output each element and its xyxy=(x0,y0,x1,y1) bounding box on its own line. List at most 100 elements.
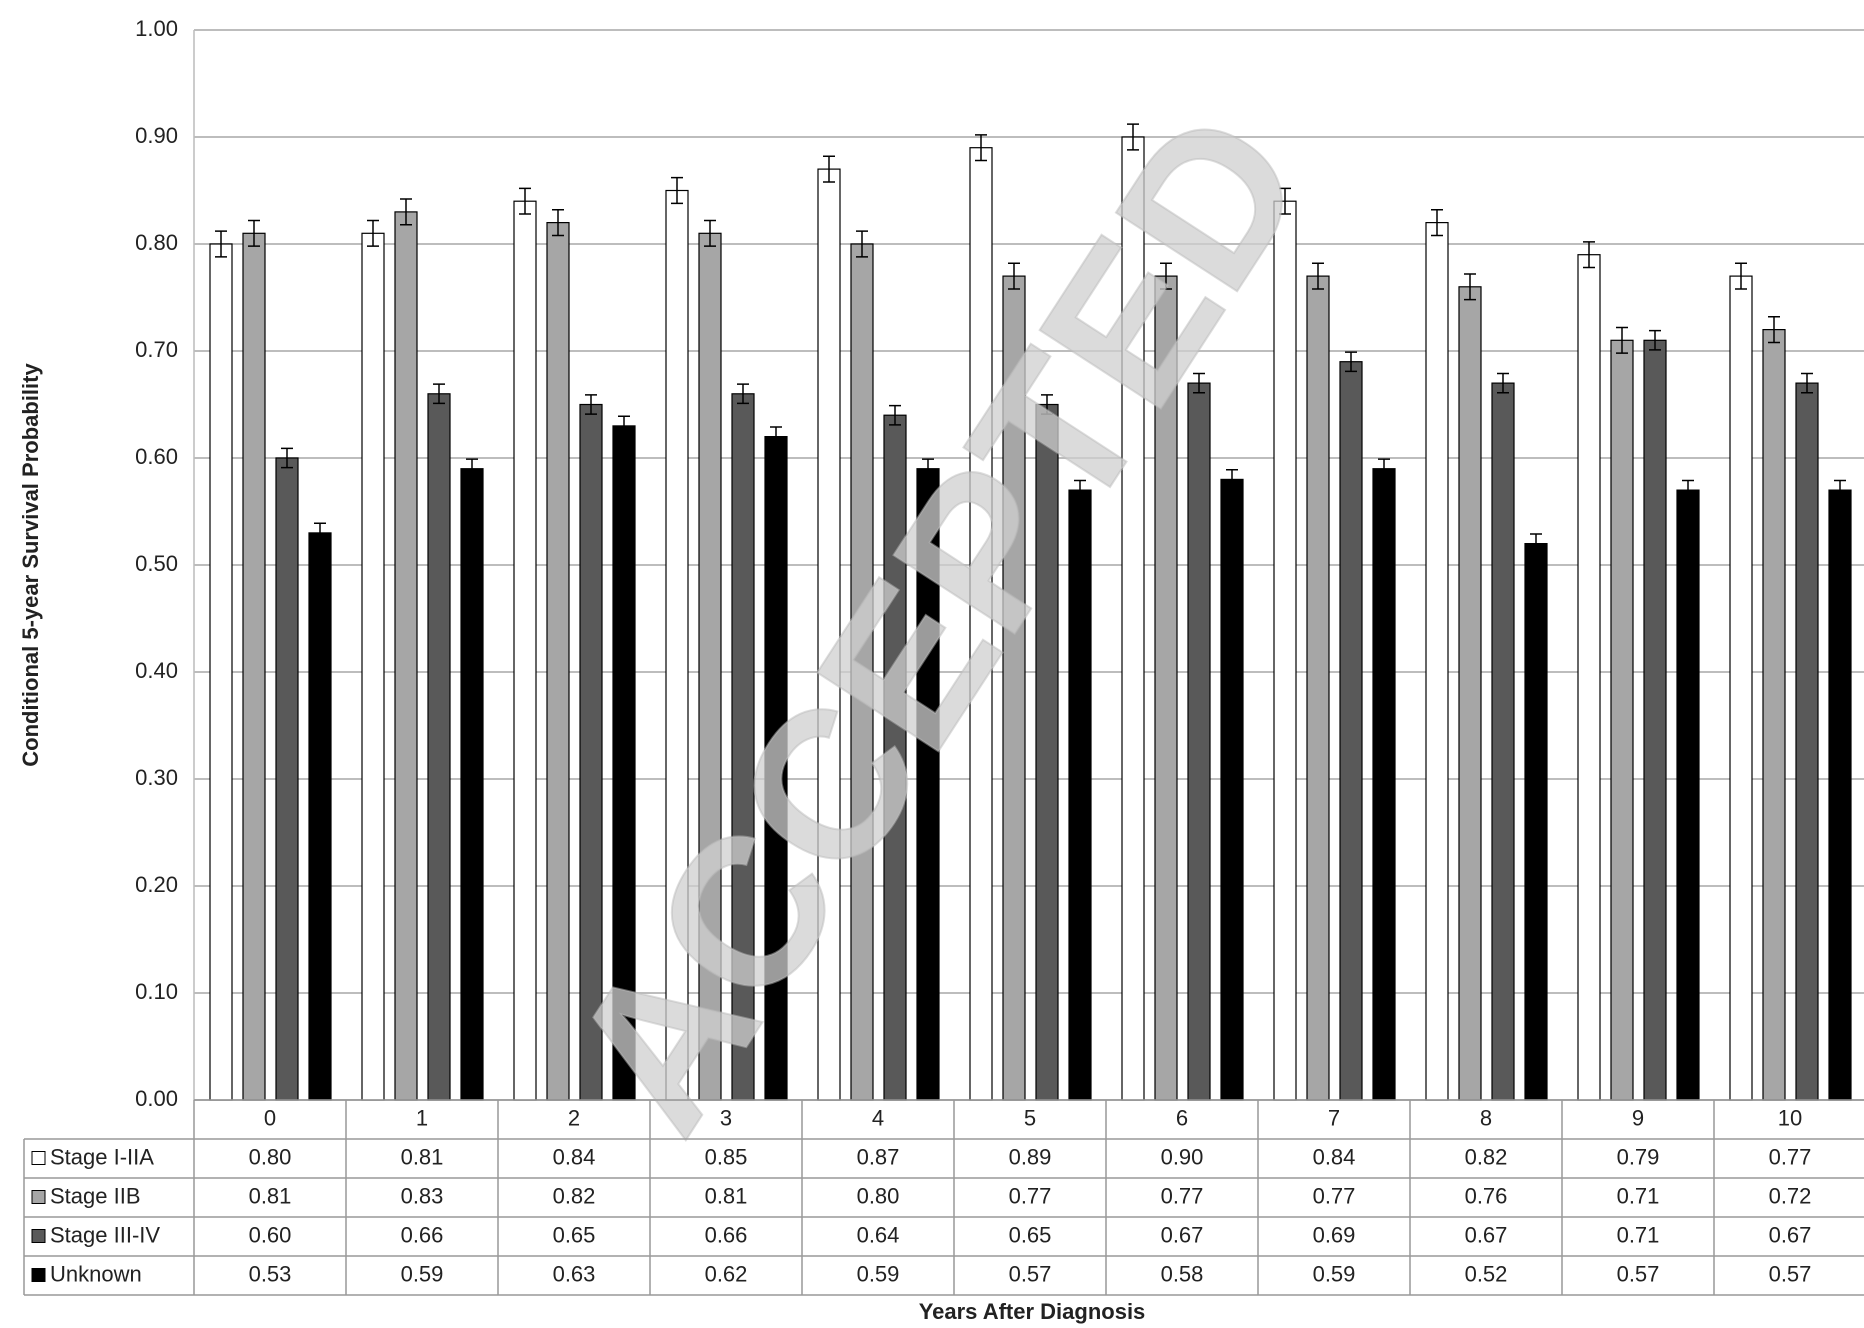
error-bar xyxy=(1041,394,1053,415)
error-bar xyxy=(1530,533,1542,554)
table-value: 0.84 xyxy=(553,1144,596,1169)
table-value: 0.82 xyxy=(1465,1144,1508,1169)
error-bar xyxy=(1074,479,1086,501)
error-bar xyxy=(1378,458,1390,480)
x-tick-label: 3 xyxy=(720,1105,732,1130)
table-value: 0.81 xyxy=(249,1183,292,1208)
table-value: 0.71 xyxy=(1617,1183,1660,1208)
error-bar xyxy=(1834,479,1846,501)
bar xyxy=(1339,361,1363,1101)
error-bar xyxy=(215,230,227,258)
bar xyxy=(1762,329,1786,1101)
table-value: 0.66 xyxy=(705,1222,748,1247)
error-bar xyxy=(1464,273,1476,301)
table-value: 0.84 xyxy=(1313,1144,1356,1169)
y-tick-label: 0.50 xyxy=(135,551,178,576)
table-value: 0.72 xyxy=(1769,1183,1812,1208)
error-bar xyxy=(618,415,630,437)
error-bar xyxy=(671,176,683,205)
error-bar xyxy=(770,426,782,447)
x-tick-label: 1 xyxy=(416,1105,428,1130)
error-bar xyxy=(281,447,293,469)
error-bar xyxy=(1127,123,1139,151)
bar xyxy=(1676,489,1700,1101)
error-bar xyxy=(1768,316,1780,344)
table-value: 0.66 xyxy=(401,1222,444,1247)
legend-swatch xyxy=(31,1229,46,1243)
table-value: 0.59 xyxy=(857,1261,900,1286)
table-value: 0.89 xyxy=(1009,1144,1052,1169)
bar xyxy=(1729,275,1753,1101)
error-bar xyxy=(737,383,749,405)
bar xyxy=(242,232,266,1101)
y-tick-label: 0.70 xyxy=(135,337,178,362)
legend-label: Stage III-IV xyxy=(50,1222,160,1247)
bar xyxy=(1187,382,1211,1101)
error-bar xyxy=(823,155,835,183)
table-value: 0.58 xyxy=(1161,1261,1204,1286)
y-axis-label: Conditional 5-year Survival Probability xyxy=(18,363,43,767)
error-bar xyxy=(922,458,934,480)
table-value: 0.82 xyxy=(553,1183,596,1208)
legend-swatch xyxy=(31,1151,46,1165)
table-value: 0.79 xyxy=(1617,1144,1660,1169)
error-bar xyxy=(1735,262,1747,290)
bar xyxy=(1643,339,1667,1101)
error-bar xyxy=(466,458,478,480)
x-tick-label: 7 xyxy=(1328,1105,1340,1130)
bar xyxy=(308,532,332,1101)
bar xyxy=(1306,275,1330,1101)
table-value: 0.67 xyxy=(1465,1222,1508,1247)
error-bar xyxy=(1193,372,1205,394)
table-value: 0.60 xyxy=(249,1222,292,1247)
y-tick-label: 0.20 xyxy=(135,872,178,897)
y-tick-label: 0.30 xyxy=(135,765,178,790)
bar xyxy=(1577,254,1601,1101)
error-bar xyxy=(704,219,716,247)
error-bar xyxy=(1682,479,1694,501)
error-bar xyxy=(1616,326,1628,354)
error-bar xyxy=(367,219,379,247)
y-tick-label: 0.80 xyxy=(135,230,178,255)
table-value: 0.87 xyxy=(857,1144,900,1169)
error-bar xyxy=(1801,372,1813,394)
table-value: 0.77 xyxy=(1769,1144,1812,1169)
y-tick-label: 1.00 xyxy=(135,16,178,41)
table-value: 0.59 xyxy=(1313,1261,1356,1286)
table-value: 0.77 xyxy=(1313,1183,1356,1208)
table-value: 0.81 xyxy=(705,1183,748,1208)
bar xyxy=(1795,382,1819,1101)
error-bar xyxy=(433,383,445,405)
table-value: 0.64 xyxy=(857,1222,900,1247)
bar xyxy=(1220,478,1244,1101)
table-value: 0.77 xyxy=(1009,1183,1052,1208)
table-value: 0.57 xyxy=(1617,1261,1660,1286)
table-value: 0.65 xyxy=(553,1222,596,1247)
error-bar xyxy=(248,219,260,247)
y-tick-label: 0.10 xyxy=(135,979,178,1004)
y-tick-label: 0.00 xyxy=(135,1086,178,1111)
error-bar xyxy=(1160,262,1172,290)
error-bar xyxy=(889,404,901,426)
table-value: 0.67 xyxy=(1161,1222,1204,1247)
x-tick-label: 2 xyxy=(568,1105,580,1130)
bar xyxy=(546,222,570,1101)
table-value: 0.63 xyxy=(553,1261,596,1286)
legend-swatch xyxy=(31,1268,46,1282)
table-value: 0.81 xyxy=(401,1144,444,1169)
table-value: 0.71 xyxy=(1617,1222,1660,1247)
bar xyxy=(460,468,484,1101)
legend-label: Unknown xyxy=(50,1261,142,1286)
error-bar xyxy=(585,394,597,415)
bar xyxy=(275,457,299,1101)
x-tick-label: 6 xyxy=(1176,1105,1188,1130)
error-bar xyxy=(856,230,868,258)
table-value: 0.57 xyxy=(1769,1261,1812,1286)
table-value: 0.53 xyxy=(249,1261,292,1286)
error-bar xyxy=(1312,262,1324,290)
bar xyxy=(513,200,537,1101)
y-tick-label: 0.90 xyxy=(135,123,178,148)
error-bar xyxy=(975,134,987,162)
error-bar xyxy=(1345,351,1357,373)
